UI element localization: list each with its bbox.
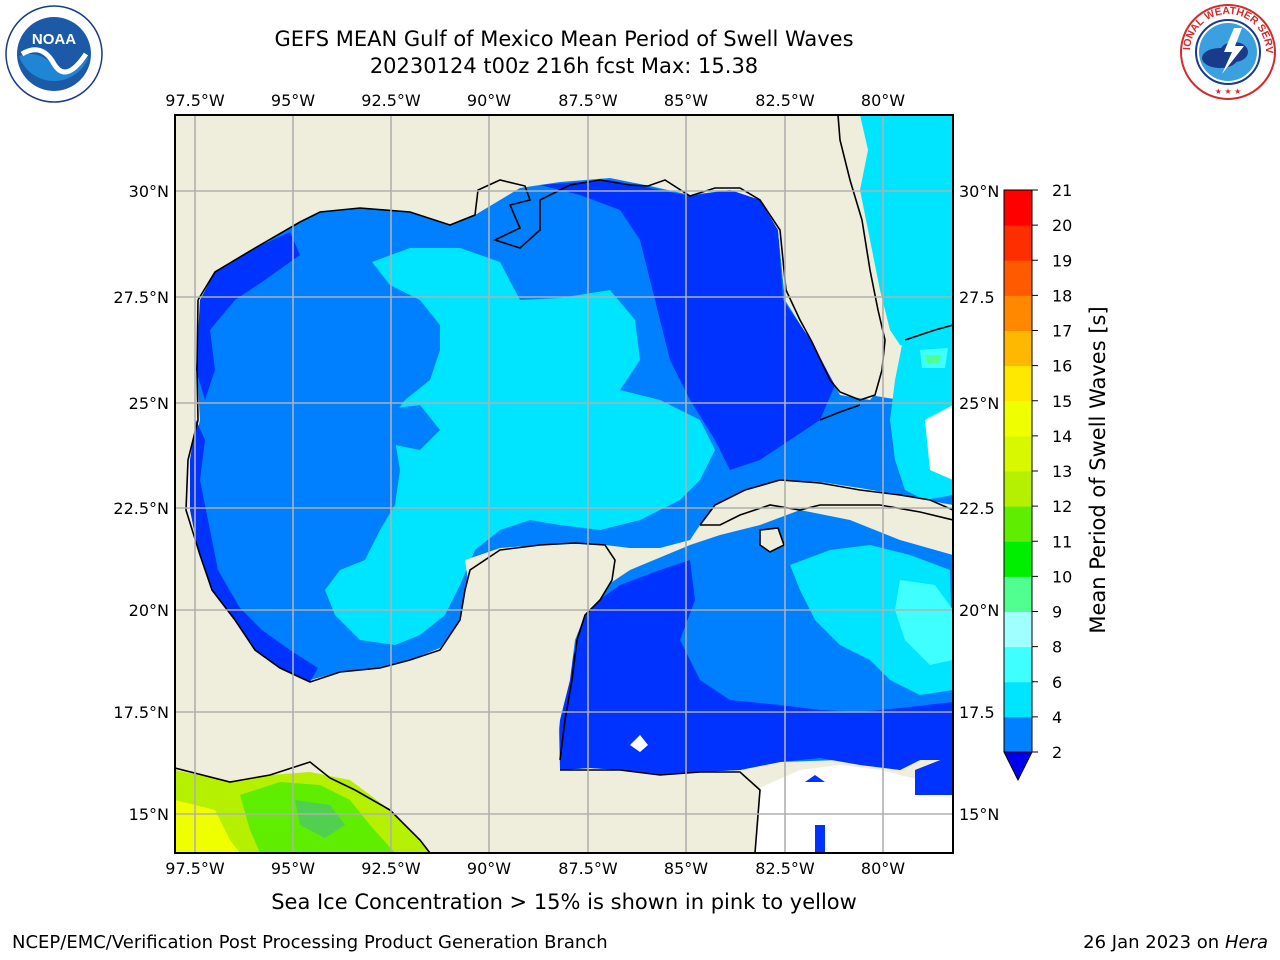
lat-label: 17.5°N bbox=[113, 703, 169, 722]
colorbar-tick-label: 6 bbox=[1052, 673, 1062, 692]
colorbar-segment bbox=[1004, 365, 1032, 402]
colorbar-tick-label: 13 bbox=[1052, 462, 1072, 481]
colorbar-tick-label: 11 bbox=[1052, 532, 1072, 551]
colorbar-tick-label: 2 bbox=[1052, 743, 1062, 762]
lon-label: 92.5°W bbox=[361, 859, 421, 878]
colorbar-extend-arrow bbox=[1003, 751, 1033, 782]
lat-label: 22.5 bbox=[959, 499, 995, 518]
colorbar-segment bbox=[1004, 400, 1032, 437]
lon-label: 87.5°W bbox=[558, 859, 618, 878]
lon-label: 85°W bbox=[664, 859, 708, 878]
lat-label: 20°N bbox=[129, 601, 169, 620]
lat-label: 27.5 bbox=[959, 288, 995, 307]
map-area bbox=[175, 115, 953, 853]
colorbar-tick-label: 14 bbox=[1052, 427, 1072, 446]
lon-label: 90°W bbox=[467, 91, 511, 110]
lon-label: 95°W bbox=[271, 91, 315, 110]
coastline bbox=[175, 115, 953, 853]
swell-period-field bbox=[175, 115, 953, 853]
colorbar-tick-label: 20 bbox=[1052, 216, 1072, 235]
lat-label: 27.5°N bbox=[113, 288, 169, 307]
colorbar-segment bbox=[1004, 576, 1032, 612]
colorbar-tick-label: 4 bbox=[1052, 708, 1062, 727]
colorbar-segment bbox=[1004, 646, 1032, 683]
colorbar-segment bbox=[1004, 190, 1032, 226]
colorbar-tick-label: 9 bbox=[1052, 603, 1062, 622]
lon-label: 80°W bbox=[861, 859, 905, 878]
lon-label: 97.5°W bbox=[165, 859, 225, 878]
lon-label: 95°W bbox=[271, 859, 315, 878]
plot-title: GEFS MEAN Gulf of Mexico Mean Period of … bbox=[274, 27, 854, 51]
colorbar-tick-label: 18 bbox=[1052, 286, 1072, 305]
lat-label: 22.5°N bbox=[113, 499, 169, 518]
colorbar-segment bbox=[1004, 260, 1032, 296]
colorbar-label: Mean Period of Swell Waves [s] bbox=[1086, 306, 1110, 634]
lat-label: 30°N bbox=[129, 182, 169, 201]
lat-labels-right: 30°N 27.5 25°N 22.5 20°N 17.5 15°N bbox=[959, 182, 999, 824]
lat-label: 30°N bbox=[959, 182, 999, 201]
lat-label: 20°N bbox=[959, 601, 999, 620]
colorbar-tick-label: 17 bbox=[1052, 322, 1072, 341]
lon-label: 92.5°W bbox=[361, 91, 421, 110]
nws-logo: NATIONAL WEATHER SERVICE ★ ★ ★ bbox=[1178, 2, 1276, 100]
lon-labels-top: 97.5°W 95°W 92.5°W 90°W 87.5°W 85°W 82.5… bbox=[165, 91, 905, 110]
colorbar-tick-label: 12 bbox=[1052, 497, 1072, 516]
lat-label: 15°N bbox=[129, 805, 169, 824]
lon-label: 87.5°W bbox=[558, 91, 618, 110]
lon-label: 80°W bbox=[861, 91, 905, 110]
lat-labels-left: 30°N 27.5°N 25°N 22.5°N 20°N 17.5°N 15°N bbox=[113, 182, 169, 824]
colorbar-tick-label: 8 bbox=[1052, 638, 1062, 657]
lon-labels-bottom: 97.5°W 95°W 92.5°W 90°W 87.5°W 85°W 82.5… bbox=[165, 859, 905, 878]
lon-label: 90°W bbox=[467, 859, 511, 878]
host-name: Hera bbox=[1224, 932, 1268, 953]
colorbar-tick-label: 19 bbox=[1052, 251, 1072, 270]
colorbar-segment bbox=[1004, 330, 1032, 367]
colorbar-segment bbox=[1004, 716, 1032, 753]
noaa-text: NOAA bbox=[32, 31, 76, 48]
lat-label: 25°N bbox=[129, 394, 169, 413]
lon-label: 85°W bbox=[664, 91, 708, 110]
colorbar-segment bbox=[1004, 506, 1032, 542]
colorbar-segment bbox=[1004, 681, 1032, 718]
colorbar-tick-label: 10 bbox=[1052, 567, 1072, 586]
noaa-logo: NOAA bbox=[5, 5, 103, 103]
date-line: 26 Jan 2023 on Hera bbox=[1083, 932, 1268, 953]
colorbar-segment bbox=[1004, 295, 1032, 331]
colorbar-segment bbox=[1004, 435, 1032, 472]
graticule bbox=[175, 115, 953, 853]
colorbar-segment bbox=[1004, 611, 1032, 648]
lon-label: 97.5°W bbox=[165, 91, 225, 110]
sea-ice-note: Sea Ice Concentration > 15% is shown in … bbox=[271, 890, 857, 914]
colorbar-segment bbox=[1004, 471, 1032, 507]
colorbar-segment bbox=[1004, 541, 1032, 577]
plot-subtitle: 20230124 t00z 216h fcst Max: 15.38 bbox=[369, 54, 759, 78]
colorbar-tick-label: 16 bbox=[1052, 357, 1072, 376]
lon-label: 82.5°W bbox=[755, 91, 815, 110]
credit-line: NCEP/EMC/Verification Post Processing Pr… bbox=[12, 932, 608, 953]
colorbar-segment bbox=[1004, 225, 1032, 261]
lat-label: 25°N bbox=[959, 394, 999, 413]
colorbar: 2 4 6 8 9 10 11 12 13 14 15 16 17 18 19 20 21 bbox=[1003, 181, 1072, 782]
coastline-land bbox=[420, 115, 953, 853]
map-frame bbox=[174, 114, 954, 854]
lat-label: 15°N bbox=[959, 805, 999, 824]
colorbar-tick-label: 15 bbox=[1052, 392, 1072, 411]
svg-text:★ ★ ★: ★ ★ ★ bbox=[1215, 87, 1242, 96]
colorbar-tick-label: 21 bbox=[1052, 181, 1072, 200]
lon-label: 82.5°W bbox=[755, 859, 815, 878]
lat-label: 17.5 bbox=[959, 703, 995, 722]
date-text: 26 Jan 2023 on bbox=[1083, 932, 1220, 953]
